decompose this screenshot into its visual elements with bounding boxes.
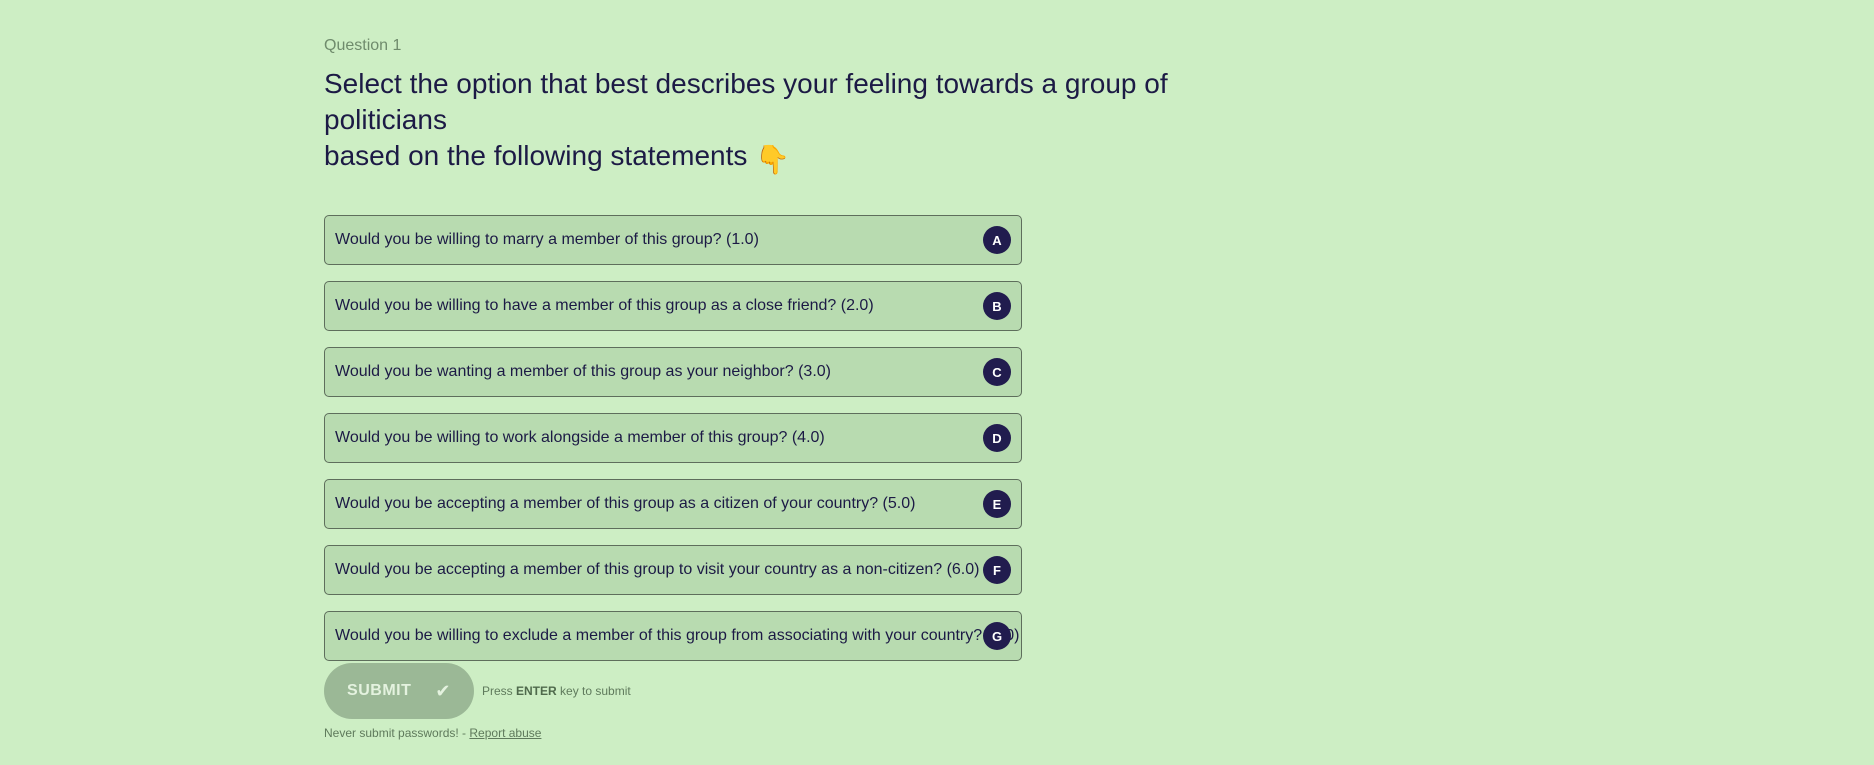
options-list: Would you be willing to marry a member o… [324, 215, 1022, 661]
option-c[interactable]: Would you be wanting a member of this gr… [324, 347, 1022, 397]
option-key-badge: A [983, 226, 1011, 254]
option-label: Would you be accepting a member of this … [335, 561, 980, 578]
option-label: Would you be willing to exclude a member… [335, 627, 1020, 644]
report-abuse-link[interactable]: Report abuse [469, 726, 542, 740]
question-title: Select the option that best describes yo… [324, 66, 1264, 178]
option-d[interactable]: Would you be willing to work alongside a… [324, 413, 1022, 463]
question-title-line2: based on the following statements [324, 140, 748, 171]
option-b[interactable]: Would you be willing to have a member of… [324, 281, 1022, 331]
submit-button[interactable]: SUBMIT ✔ [324, 663, 474, 719]
hint-key: ENTER [516, 684, 557, 698]
question-block: Question 1 Select the option that best d… [324, 36, 1264, 677]
option-f[interactable]: Would you be accepting a member of this … [324, 545, 1022, 595]
option-key-badge: F [983, 556, 1011, 584]
option-label: Would you be willing to work alongside a… [335, 429, 825, 446]
option-label: Would you be accepting a member of this … [335, 495, 916, 512]
option-a[interactable]: Would you be willing to marry a member o… [324, 215, 1022, 265]
option-key-badge: C [983, 358, 1011, 386]
option-key-badge: G [983, 622, 1011, 650]
submit-row: SUBMIT ✔ Press ENTER key to submit [324, 663, 631, 719]
submit-label: SUBMIT [347, 682, 412, 699]
pointing-down-icon: 👇 [755, 144, 791, 175]
option-e[interactable]: Would you be accepting a member of this … [324, 479, 1022, 529]
footer: Never submit passwords! - Report abuse [324, 726, 541, 740]
option-label: Would you be wanting a member of this gr… [335, 363, 831, 380]
option-key-badge: E [983, 490, 1011, 518]
enter-key-hint: Press ENTER key to submit [482, 684, 631, 698]
question-title-line1: Select the option that best describes yo… [324, 68, 1168, 135]
option-key-badge: D [983, 424, 1011, 452]
option-label: Would you be willing to marry a member o… [335, 231, 759, 248]
password-warning: Never submit passwords! - [324, 726, 470, 740]
hint-prefix: Press [482, 684, 517, 698]
option-label: Would you be willing to have a member of… [335, 297, 874, 314]
hint-suffix: key to submit [556, 684, 631, 698]
checkmark-icon: ✔ [435, 681, 451, 701]
question-number: Question 1 [324, 37, 402, 54]
option-g[interactable]: Would you be willing to exclude a member… [324, 611, 1022, 661]
option-key-badge: B [983, 292, 1011, 320]
